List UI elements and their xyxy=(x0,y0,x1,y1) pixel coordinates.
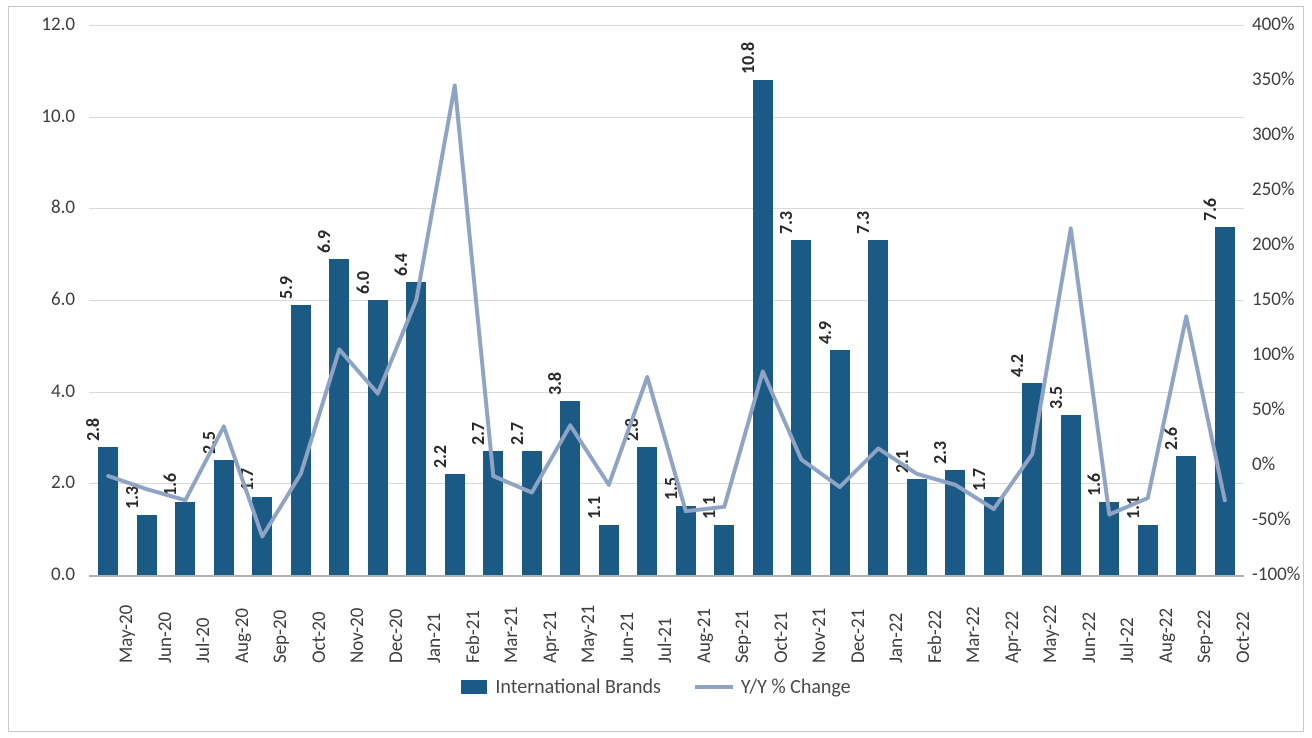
y-right-tick: -100% xyxy=(1252,565,1300,584)
x-category-label: Jun-21 xyxy=(618,612,637,663)
x-category-label: Mar-22 xyxy=(964,607,983,664)
x-category-label: Sep-22 xyxy=(1195,610,1214,663)
x-category-label: Jan-21 xyxy=(425,613,444,663)
x-category-label: Sep-21 xyxy=(733,610,752,663)
x-category-label: Aug-21 xyxy=(695,608,714,663)
legend-label-bars: International Brands xyxy=(495,675,660,699)
y-right-tick: 50% xyxy=(1252,400,1285,419)
line-series xyxy=(89,25,1244,575)
y-right-tick: 150% xyxy=(1252,290,1294,309)
y-left-tick: 8.0 xyxy=(9,198,75,217)
y-right-tick: -50% xyxy=(1252,510,1291,529)
y-right-tick: 250% xyxy=(1252,180,1294,199)
x-category-label: May-22 xyxy=(1041,605,1060,663)
x-category-label: May-21 xyxy=(579,605,598,663)
y-left-tick: 12.0 xyxy=(9,15,75,34)
legend-item-line: Y/Y % Change xyxy=(695,675,851,699)
x-category-label: Jul-21 xyxy=(656,618,675,663)
y-right-tick: 400% xyxy=(1252,15,1294,34)
y-right-tick: 0% xyxy=(1252,455,1275,474)
x-category-label: Apr-21 xyxy=(541,611,560,663)
x-category-label: Oct-22 xyxy=(1234,612,1253,663)
x-category-label: Nov-20 xyxy=(348,608,367,663)
x-category-label: Oct-20 xyxy=(310,612,329,663)
x-category-label: Sep-20 xyxy=(271,610,290,663)
y-right-tick: 200% xyxy=(1252,235,1294,254)
y-right-tick: 100% xyxy=(1252,345,1294,364)
x-category-label: Dec-21 xyxy=(849,609,868,663)
x-category-label: Nov-21 xyxy=(810,608,829,663)
x-category-label: Jun-22 xyxy=(1080,612,1099,663)
x-category-label: Oct-21 xyxy=(772,612,791,663)
chart-frame: 2.81.31.62.51.75.96.96.06.42.22.72.73.81… xyxy=(8,6,1304,732)
legend: International Brands Y/Y % Change xyxy=(9,675,1303,699)
x-category-label: May-20 xyxy=(117,605,136,663)
legend-label-line: Y/Y % Change xyxy=(741,675,851,699)
y-left-tick: 6.0 xyxy=(9,290,75,309)
y-left-tick: 0.0 xyxy=(9,565,75,584)
x-category-label: Jun-20 xyxy=(156,612,175,663)
y-right-tick: 300% xyxy=(1252,125,1294,144)
y-right-tick: 350% xyxy=(1252,70,1294,89)
legend-item-bars: International Brands xyxy=(461,675,660,699)
x-category-label: Jan-22 xyxy=(887,613,906,663)
y-left-tick: 4.0 xyxy=(9,382,75,401)
x-category-label: Aug-20 xyxy=(233,608,252,663)
x-category-label: Jul-20 xyxy=(194,618,213,663)
x-category-label: Feb-21 xyxy=(464,610,483,663)
x-category-label: Feb-22 xyxy=(926,610,945,663)
plot-area: 2.81.31.62.51.75.96.96.06.42.22.72.73.81… xyxy=(89,25,1244,577)
x-category-label: Mar-21 xyxy=(502,607,521,664)
x-category-label: Dec-20 xyxy=(387,609,406,663)
x-category-label: Apr-22 xyxy=(1003,611,1022,663)
y-left-tick: 2.0 xyxy=(9,473,75,492)
y-left-tick: 10.0 xyxy=(9,107,75,126)
x-category-label: Aug-22 xyxy=(1157,608,1176,663)
legend-swatch-bar xyxy=(461,680,487,694)
x-category-label: Jul-22 xyxy=(1118,618,1137,663)
legend-swatch-line xyxy=(695,685,733,689)
